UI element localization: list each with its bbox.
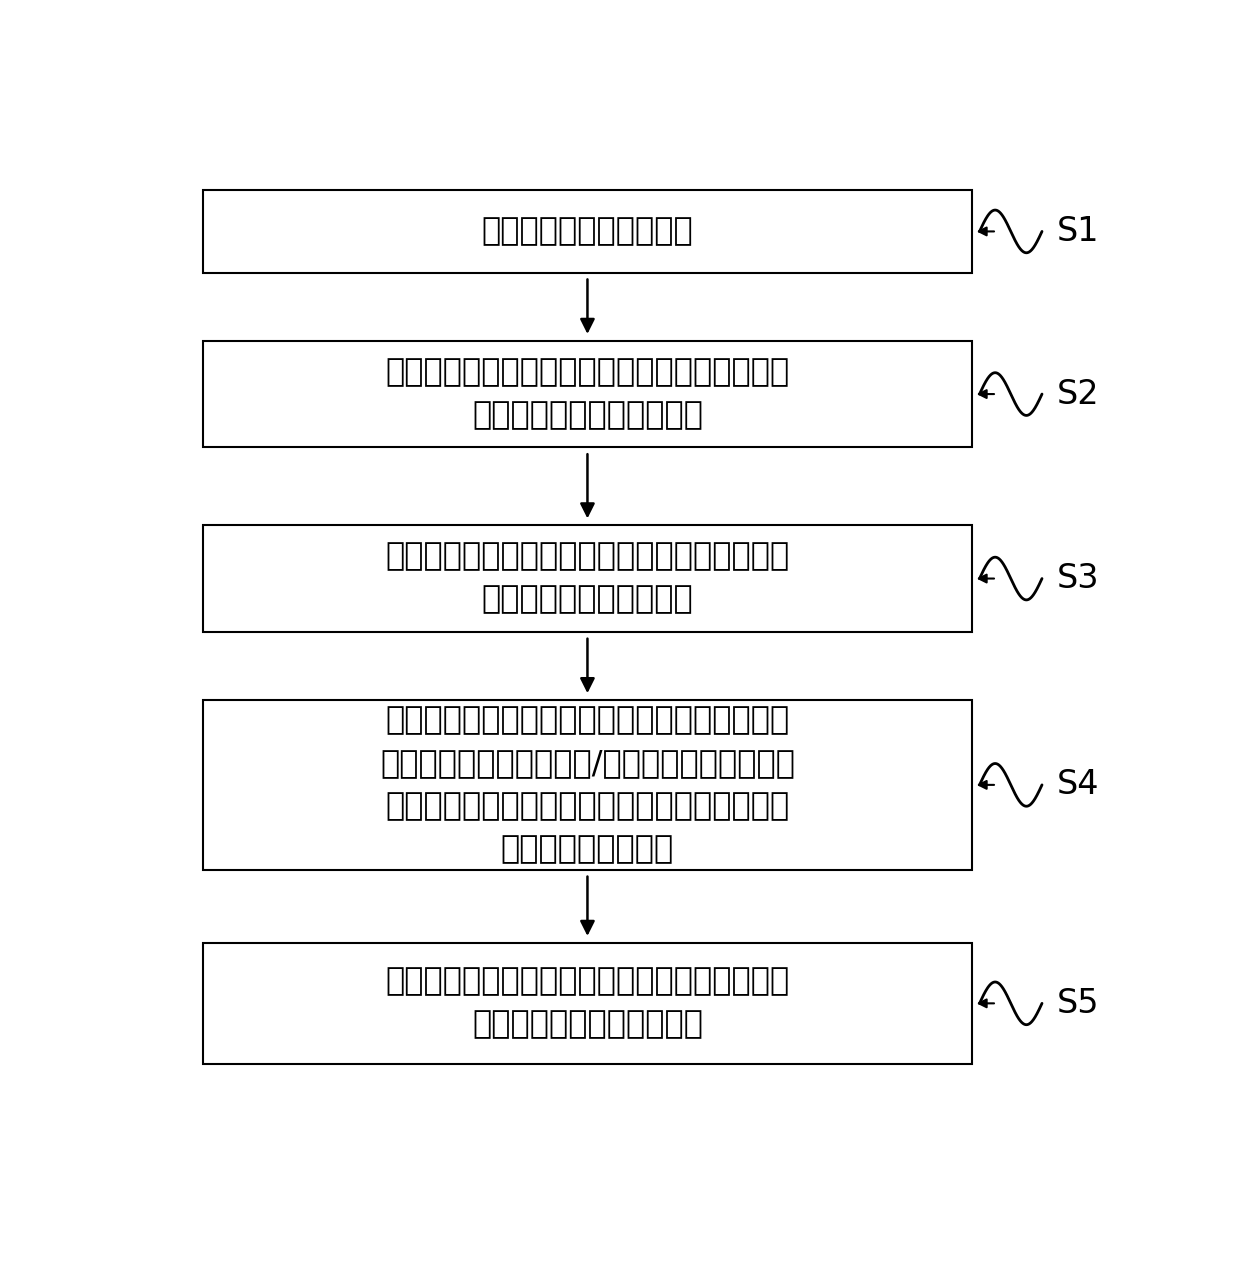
Text: S2: S2 [1056, 377, 1099, 411]
Text: 将封装薄膜覆盖于基材上形成有低熔点金属图案
的一面上，向封装薄膜和/或基材上施加压力，完
成对低熔点金属图案的封装，封装过程的温度低
于低熔点金属的熔点: 将封装薄膜覆盖于基材上形成有低熔点金属图案 的一面上，向封装薄膜和/或基材上施加… [379, 705, 795, 865]
Text: S4: S4 [1056, 768, 1099, 802]
Text: 对低熔点金属图案进行冷却处理，使低熔点金属
图案中的低熔点金属固化: 对低熔点金属图案进行冷却处理，使低熔点金属 图案中的低熔点金属固化 [386, 541, 790, 615]
Text: S5: S5 [1056, 987, 1099, 1020]
Bar [203, 700, 972, 870]
Text: 提供一基材和一封装薄膜: 提供一基材和一封装薄膜 [481, 216, 693, 247]
Text: S1: S1 [1056, 214, 1099, 248]
Bar [203, 340, 972, 448]
Bar [203, 943, 972, 1064]
Bar [203, 190, 972, 272]
Text: S3: S3 [1056, 562, 1099, 595]
Bar [203, 525, 972, 632]
Text: 用低熔点金属，在基材上形成低熔点金属图案，
低熔点金属的熔点低于室温: 用低熔点金属，在基材上形成低熔点金属图案， 低熔点金属的熔点低于室温 [386, 357, 790, 431]
Text: 使低熔点金属图案升温至室温，低熔点金属图案
熔化，得到低熔点金属器件: 使低熔点金属图案升温至室温，低熔点金属图案 熔化，得到低熔点金属器件 [386, 966, 790, 1040]
